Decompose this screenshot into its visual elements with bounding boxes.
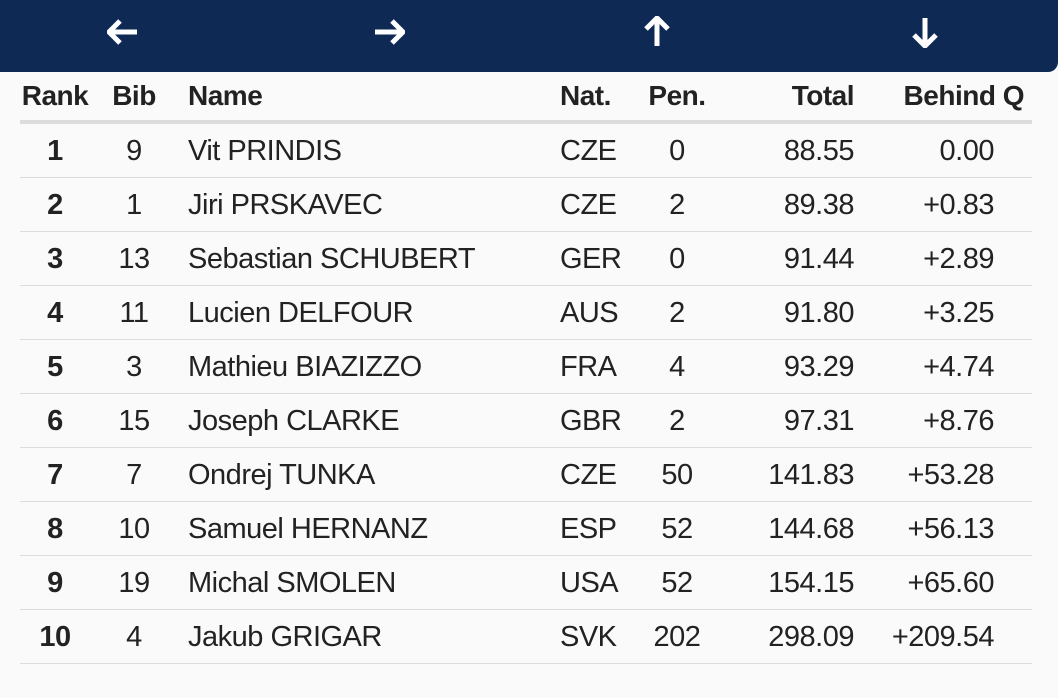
rank-cell: 10 [39,620,71,653]
results-table: Rank Bib Name Nat. Pen. Total Behind Q 1… [0,72,1058,664]
arrow-down-icon[interactable] [907,14,943,50]
athlete-name: Jakub GRIGAR [188,620,382,653]
penalty-cell: 0 [669,134,685,167]
bib-cell: 3 [126,350,142,383]
rank-cell: 4 [47,296,63,329]
penalty-cell: 52 [661,512,693,545]
column-header-pen[interactable]: Pen. [648,80,706,111]
column-header-bib[interactable]: Bib [112,80,156,111]
rank-cell: 5 [47,350,63,383]
nation-code: ESP [560,512,617,545]
rank-cell: 1 [47,134,63,167]
table-row[interactable]: 10 4 Jakub GRIGAR SVK 202 298.09 +209.54 [0,610,1058,664]
bib-cell: 7 [126,458,142,491]
penalty-cell: 52 [661,566,693,599]
bib-cell: 10 [118,512,150,545]
nation-code: CZE [560,188,617,221]
behind-time: +2.89 [923,242,994,275]
penalty-cell: 2 [669,296,685,329]
penalty-cell: 0 [669,242,685,275]
table-row[interactable]: 6 15 Joseph CLARKE GBR 2 97.31 +8.76 [0,394,1058,448]
athlete-name: Mathieu BIAZIZZO [188,350,422,383]
bib-cell: 15 [118,404,150,437]
athlete-name: Ondrej TUNKA [188,458,375,491]
column-header-rank[interactable]: Rank [21,80,89,111]
total-time: 154.15 [768,566,854,599]
behind-time: +3.25 [923,296,994,329]
nation-code: SVK [560,620,617,653]
athlete-name: Samuel HERNANZ [188,512,428,545]
total-time: 141.83 [768,458,854,491]
rank-cell: 3 [47,242,63,275]
rank-cell: 8 [47,512,63,545]
penalty-cell: 50 [661,458,693,491]
table-header: Rank Bib Name Nat. Pen. Total Behind Q [0,72,1058,124]
column-header-behind[interactable]: Behind Q [903,80,1025,111]
athlete-name: Michal SMOLEN [188,566,396,599]
athlete-name: Lucien DELFOUR [188,296,414,329]
arrow-left-icon[interactable] [105,14,141,50]
bib-cell: 19 [118,566,150,599]
table-row[interactable]: 5 3 Mathieu BIAZIZZO FRA 4 93.29 +4.74 [0,340,1058,394]
bib-cell: 4 [126,620,142,653]
table-row[interactable]: 8 10 Samuel HERNANZ ESP 52 144.68 +56.13 [0,502,1058,556]
table-row[interactable]: 4 11 Lucien DELFOUR AUS 2 91.80 +3.25 [0,286,1058,340]
total-time: 91.44 [783,242,855,275]
behind-time: +8.76 [923,404,994,437]
bib-cell: 9 [126,134,142,167]
athlete-name: Sebastian SCHUBERT [188,242,476,275]
rank-cell: 6 [47,404,63,437]
nation-code: CZE [560,134,617,167]
penalty-cell: 2 [669,188,685,221]
column-header-total[interactable]: Total [791,80,855,111]
rank-cell: 9 [47,566,63,599]
column-header-name[interactable]: Name [188,80,263,111]
nation-code: USA [560,566,619,599]
column-header-nat[interactable]: Nat. [560,80,611,111]
table-row[interactable]: 1 9 Vit PRINDIS CZE 0 88.55 0.00 [0,124,1058,178]
table-row[interactable]: 2 1 Jiri PRSKAVEC CZE 2 89.38 +0.83 [0,178,1058,232]
total-time: 298.09 [768,620,854,653]
total-time: 97.31 [783,404,855,437]
arrow-right-icon[interactable] [371,14,407,50]
athlete-name: Vit PRINDIS [188,134,342,167]
nation-code: GBR [560,404,622,437]
athlete-name: Jiri PRSKAVEC [188,188,383,221]
table-row[interactable]: 9 19 Michal SMOLEN USA 52 154.15 +65.60 [0,556,1058,610]
athlete-name: Joseph CLARKE [188,404,400,437]
behind-time: +53.28 [907,458,994,491]
nation-code: CZE [560,458,617,491]
total-time: 89.38 [783,188,855,221]
behind-time: +56.13 [907,512,994,545]
penalty-cell: 202 [653,620,701,653]
total-time: 144.68 [768,512,854,545]
rank-cell: 2 [47,188,63,221]
nation-code: FRA [560,350,617,383]
total-time: 91.80 [783,296,855,329]
behind-time: 0.00 [939,134,995,167]
navigation-bar [0,0,1058,72]
table-body: 1 9 Vit PRINDIS CZE 0 88.55 0.00 2 1 Jiri PRSKAVE… [0,124,1058,664]
behind-time: +4.74 [923,350,994,383]
total-time: 93.29 [783,350,855,383]
bib-cell: 13 [118,242,150,275]
nation-code: GER [560,242,622,275]
behind-time: +65.60 [907,566,994,599]
penalty-cell: 2 [669,404,685,437]
table-row[interactable]: 7 7 Ondrej TUNKA CZE 50 141.83 +53.28 [0,448,1058,502]
table-row[interactable]: 3 13 Sebastian SCHUBERT GER 0 91.44 +2.89 [0,232,1058,286]
penalty-cell: 4 [669,350,685,383]
behind-time: +0.83 [923,188,994,221]
bib-cell: 11 [119,296,149,329]
nation-code: AUS [560,296,619,329]
bib-cell: 1 [126,188,142,221]
behind-time: +209.54 [891,620,995,653]
total-time: 88.55 [783,134,855,167]
rank-cell: 7 [47,458,63,491]
arrow-up-icon[interactable] [639,14,675,50]
